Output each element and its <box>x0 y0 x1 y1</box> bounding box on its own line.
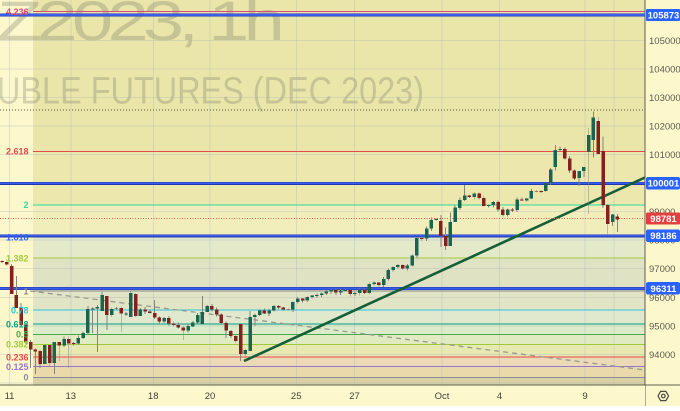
svg-text:Z2023, 1h: Z2023, 1h <box>0 0 285 52</box>
svg-text:0.236: 0.236 <box>6 352 29 362</box>
svg-text:1.618: 1.618 <box>6 232 29 242</box>
svg-text:97000: 97000 <box>649 264 675 275</box>
svg-text:18: 18 <box>148 391 159 402</box>
svg-text:2.618: 2.618 <box>6 147 29 157</box>
svg-text:105000: 105000 <box>649 36 680 47</box>
svg-text:101000: 101000 <box>649 150 680 161</box>
svg-text:96000: 96000 <box>649 293 675 304</box>
svg-text:11: 11 <box>5 391 15 402</box>
svg-text:0.5: 0.5 <box>16 330 29 340</box>
svg-text:95000: 95000 <box>649 321 675 332</box>
svg-text:0.382: 0.382 <box>6 340 29 350</box>
svg-text:UBLE FUTURES (DEC 2023): UBLE FUTURES (DEC 2023) <box>0 70 424 112</box>
svg-text:102000: 102000 <box>649 122 680 133</box>
svg-text:104000: 104000 <box>649 64 680 75</box>
svg-text:98186: 98186 <box>650 231 676 242</box>
svg-text:0.78: 0.78 <box>11 305 29 315</box>
svg-text:94000: 94000 <box>649 350 675 361</box>
svg-text:1: 1 <box>23 286 28 296</box>
svg-text:4: 4 <box>497 391 502 402</box>
svg-text:105873: 105873 <box>648 10 680 21</box>
svg-text:0.618: 0.618 <box>6 319 29 329</box>
svg-text:20: 20 <box>205 391 216 402</box>
svg-text:0: 0 <box>23 373 28 383</box>
svg-text:4.236: 4.236 <box>6 7 29 17</box>
svg-text:96311: 96311 <box>651 284 678 295</box>
svg-text:13: 13 <box>66 391 77 402</box>
svg-text:1.382: 1.382 <box>6 253 29 263</box>
svg-text:27: 27 <box>349 391 360 402</box>
svg-text:2: 2 <box>23 200 28 210</box>
svg-text:9: 9 <box>582 391 587 402</box>
svg-text:25: 25 <box>291 391 302 402</box>
svg-text:98781: 98781 <box>650 214 677 225</box>
svg-text:100001: 100001 <box>648 179 680 190</box>
svg-text:Oct: Oct <box>435 391 450 402</box>
svg-text:0.125: 0.125 <box>6 362 29 372</box>
svg-text:103000: 103000 <box>649 93 680 104</box>
